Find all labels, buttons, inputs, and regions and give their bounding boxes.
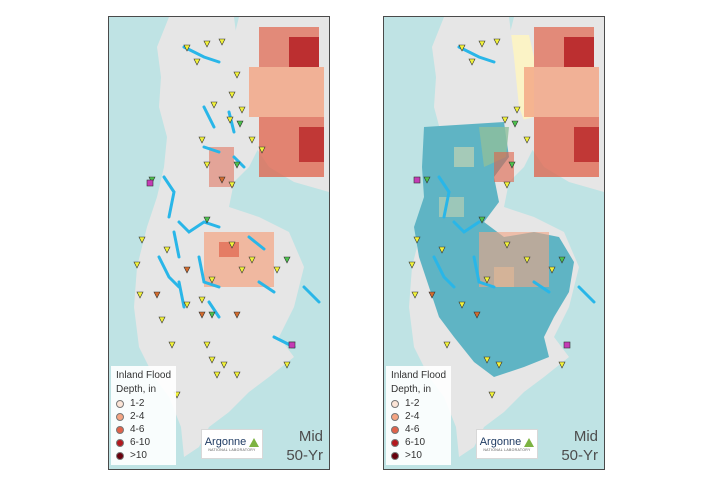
logo-triangle-icon xyxy=(524,437,535,447)
scenario-line1: Mid xyxy=(573,428,598,445)
argonne-logo: Argonne NATIONAL LABORATORY xyxy=(476,429,538,459)
legend-title-line1: Inland Flood xyxy=(391,370,447,381)
legend-label: 4-6 xyxy=(405,424,420,435)
legend-swatch xyxy=(116,412,124,421)
legend-item: 6-10 xyxy=(116,436,171,449)
argonne-logo: Argonne NATIONAL LABORATORY xyxy=(201,429,263,459)
legend-item: >10 xyxy=(116,449,171,462)
map-panel-left: Inland Flood Depth, in 1-2 2-4 4-6 6-10 … xyxy=(108,16,330,470)
legend-label: 1-2 xyxy=(130,398,145,409)
legend-label: >10 xyxy=(405,450,422,461)
legend-label: 6-10 xyxy=(405,437,426,448)
legend-swatch xyxy=(116,451,124,460)
legend-swatch xyxy=(116,438,124,447)
scenario-line1: Mid xyxy=(298,428,323,445)
logo-triangle-icon xyxy=(249,437,260,447)
logo-subtitle: NATIONAL LABORATORY xyxy=(208,448,256,452)
legend-swatch xyxy=(391,412,399,421)
legend-title-line2: Depth, in xyxy=(391,384,432,395)
legend-swatch xyxy=(116,399,124,408)
streams xyxy=(157,45,321,349)
scenario-label: Mid 50-Yr xyxy=(561,427,598,465)
legend-swatch xyxy=(391,425,399,434)
legend-item: 1-2 xyxy=(391,397,446,410)
flood-depth-cells xyxy=(204,27,324,287)
legend-swatch xyxy=(391,399,399,408)
legend-label: 2-4 xyxy=(130,411,145,422)
flood-depth-cells xyxy=(479,27,599,287)
legend-label: >10 xyxy=(130,450,147,461)
legend-item: 6-10 xyxy=(391,436,446,449)
legend-label: 2-4 xyxy=(405,411,420,422)
logo-subtitle: NATIONAL LABORATORY xyxy=(483,448,531,452)
flood-depth-legend: Inland Flood Depth, in 1-2 2-4 4-6 6-10 … xyxy=(386,366,452,465)
legend-swatch xyxy=(391,438,399,447)
scenario-label: Mid 50-Yr xyxy=(286,427,323,465)
legend-item: 4-6 xyxy=(116,423,171,436)
logo-name: Argonne xyxy=(479,436,522,448)
streams xyxy=(432,45,596,304)
legend-label: 4-6 xyxy=(130,424,145,435)
legend-swatch xyxy=(391,451,399,460)
flood-depth-legend: Inland Flood Depth, in 1-2 2-4 4-6 6-10 … xyxy=(111,366,177,465)
legend-item: 1-2 xyxy=(116,397,171,410)
map-left xyxy=(109,17,329,469)
map-panel-right: Inland Flood Depth, in 1-2 2-4 4-6 6-10 … xyxy=(383,16,605,470)
legend-item: 2-4 xyxy=(116,410,171,423)
legend-label: 1-2 xyxy=(405,398,420,409)
legend-title-line1: Inland Flood xyxy=(116,370,172,381)
legend-swatch xyxy=(116,425,124,434)
legend-label: 6-10 xyxy=(130,437,151,448)
logo-name: Argonne xyxy=(204,436,247,448)
legend-item: 4-6 xyxy=(391,423,446,436)
scenario-line2: 50-Yr xyxy=(286,447,323,464)
scenario-line2: 50-Yr xyxy=(561,447,598,464)
legend-title-line2: Depth, in xyxy=(116,384,157,395)
legend-item: >10 xyxy=(391,449,446,462)
legend-item: 2-4 xyxy=(391,410,446,423)
station-markers xyxy=(133,38,296,399)
station-markers xyxy=(408,38,571,399)
